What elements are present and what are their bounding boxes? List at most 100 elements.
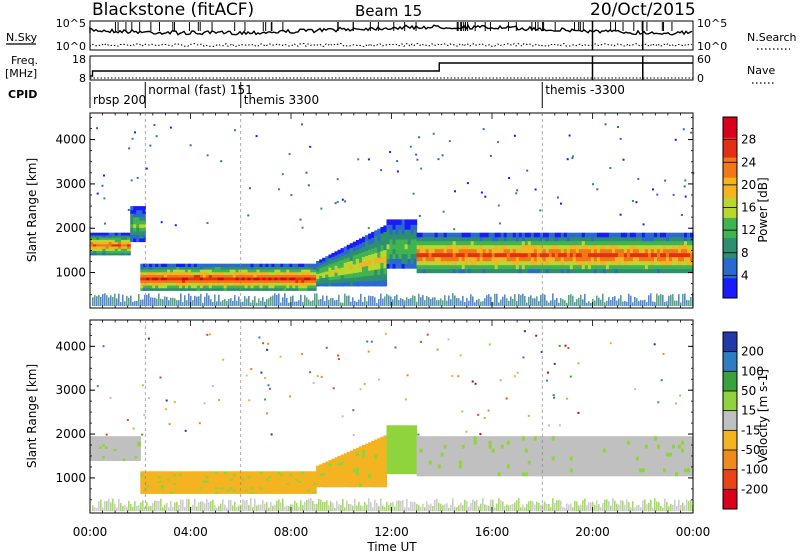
scatter-echo xyxy=(432,132,435,135)
heatmap-cell xyxy=(292,282,296,286)
heatmap-cell xyxy=(470,456,475,461)
heatmap-cell xyxy=(337,253,342,258)
heatmap-cell xyxy=(452,448,457,453)
heatmap-cell xyxy=(334,466,339,470)
heatmap-cell xyxy=(352,452,357,458)
heatmap-cell xyxy=(193,484,198,488)
heatmap-cell xyxy=(569,444,574,449)
scatter-echo xyxy=(684,179,687,182)
heatmap-cell xyxy=(635,467,640,473)
heatmap-cell xyxy=(217,277,222,281)
ground-scatter xyxy=(462,295,464,306)
heatmap-cell xyxy=(413,468,418,475)
ground-scatter xyxy=(238,296,240,306)
heatmap-cell xyxy=(620,244,625,250)
heatmap-cell xyxy=(161,477,165,481)
ground-scatter xyxy=(216,507,218,511)
heatmap-cell xyxy=(346,469,351,474)
heatmap-cell xyxy=(452,248,457,254)
heatmap-cell xyxy=(470,232,475,238)
ground-scatter xyxy=(592,501,594,511)
heatmap-cell xyxy=(362,457,366,463)
heatmap-cell xyxy=(190,471,195,475)
heatmap-cell xyxy=(644,456,649,461)
ground-scatter xyxy=(590,502,592,511)
heatmap-cell xyxy=(346,479,351,484)
scatter-echo xyxy=(189,144,192,147)
freq-series xyxy=(90,62,693,77)
heatmap-cell xyxy=(164,480,168,483)
heatmap-cell xyxy=(434,436,439,441)
heatmap-cell xyxy=(205,277,210,281)
heatmap-cell xyxy=(117,241,122,245)
heatmap-cell xyxy=(542,252,547,258)
heatmap-cell xyxy=(593,264,598,270)
heatmap-cell xyxy=(244,266,249,270)
ground-scatter xyxy=(604,499,606,511)
heatmap-cell xyxy=(581,436,586,441)
heatmap-cell xyxy=(352,268,357,274)
heatmap-cell xyxy=(398,463,403,470)
ground-scatter xyxy=(116,298,118,306)
heatmap-cell xyxy=(602,456,607,461)
heatmap-cell xyxy=(362,236,366,243)
heatmap-cell xyxy=(196,266,201,270)
heatmap-cell xyxy=(205,488,210,492)
heatmap-cell xyxy=(629,248,634,254)
heatmap-cell xyxy=(259,274,264,278)
heatmap-cell xyxy=(632,260,637,266)
ground-scatter xyxy=(610,505,612,511)
heatmap-cell xyxy=(289,271,293,275)
heatmap-cell xyxy=(560,236,565,242)
ground-scatter xyxy=(546,300,548,306)
heatmap-cell xyxy=(533,440,538,445)
heatmap-cell xyxy=(554,260,559,266)
heatmap-cell xyxy=(446,256,451,262)
heatmap-cell xyxy=(316,482,320,486)
ground-scatter xyxy=(156,500,158,511)
ground-scatter xyxy=(596,500,598,511)
heatmap-cell xyxy=(352,482,357,488)
heatmap-cell xyxy=(343,262,348,267)
heatmap-cell xyxy=(286,287,290,291)
heatmap-cell xyxy=(295,271,299,275)
heatmap-cell xyxy=(446,456,451,461)
ground-scatter xyxy=(572,507,574,511)
ground-scatter xyxy=(226,507,228,511)
heatmap-cell xyxy=(584,256,589,262)
heatmap-cell xyxy=(343,480,348,484)
ground-scatter xyxy=(476,500,478,511)
heatmap-cell xyxy=(310,482,314,486)
heatmap-cell xyxy=(365,245,369,251)
ground-scatter xyxy=(424,507,426,511)
heatmap-cell xyxy=(602,463,607,469)
heatmap-cell xyxy=(371,248,375,255)
heatmap-cell xyxy=(464,232,469,238)
heatmap-cell xyxy=(434,467,439,473)
heatmap-cell xyxy=(437,467,442,473)
heatmap-cell xyxy=(638,236,643,242)
heatmap-cell xyxy=(681,456,685,461)
ground-scatter xyxy=(200,501,202,511)
ground-scatter xyxy=(502,501,504,511)
ground-scatter xyxy=(648,502,650,511)
heatmap-cell xyxy=(605,444,610,449)
heatmap-cell xyxy=(95,455,100,459)
heatmap-cell xyxy=(205,285,210,289)
heatmap-cell xyxy=(657,456,661,461)
ground-scatter xyxy=(332,502,334,511)
heatmap-cell xyxy=(578,459,583,465)
heatmap-cell xyxy=(280,263,284,267)
heatmap-cell xyxy=(389,248,394,255)
heatmap-cell xyxy=(235,475,240,479)
heatmap-cell xyxy=(182,473,186,477)
heatmap-cell xyxy=(557,240,562,246)
heatmap-cell xyxy=(185,287,189,291)
heatmap-cell xyxy=(185,285,189,289)
heatmap-cell xyxy=(452,463,457,469)
heatmap-cell xyxy=(416,232,421,238)
heatmap-cell xyxy=(506,260,511,266)
heatmap-cell xyxy=(650,463,655,469)
heatmap-cell xyxy=(593,256,598,262)
heatmap-cell xyxy=(657,264,661,270)
